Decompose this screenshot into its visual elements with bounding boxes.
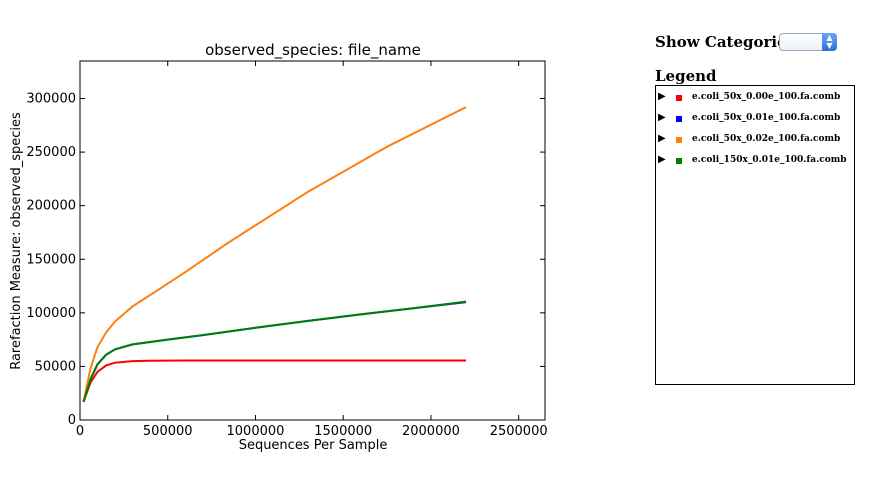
series-line-1 xyxy=(82,359,466,403)
legend-label: e.coli_50x_0.02e_100.fa.comb xyxy=(692,134,841,144)
y-tick-label: 200000 xyxy=(26,199,76,214)
x-tick-label: 500000 xyxy=(143,424,193,439)
expand-arrow-icon[interactable]: ▶ xyxy=(658,91,666,102)
legend-label: e.coli_50x_0.01e_100.fa.comb xyxy=(692,113,841,123)
x-tick-label: 2000000 xyxy=(402,424,460,439)
series-line-3 xyxy=(82,106,467,403)
axis-ticks: 0 500000 1000000 1500000 2000000 2500000 0 5000… xyxy=(26,61,548,439)
chart-title: observed_species: file_name xyxy=(205,41,421,60)
legend-item[interactable]: ▶ e.coli_150x_0.01e_100.fa.comb xyxy=(656,154,852,168)
legend-item[interactable]: ▶ e.coli_50x_0.00e_100.fa.comb xyxy=(656,91,852,105)
x-axis-title: Sequences Per Sample xyxy=(239,438,388,453)
series-line-2 xyxy=(82,301,467,403)
x-tick-label: 2500000 xyxy=(490,424,548,439)
legend-label: e.coli_150x_0.01e_100.fa.comb xyxy=(692,155,847,165)
show-categories-label: Show Categories: xyxy=(655,33,801,51)
plot-frame xyxy=(79,60,546,421)
legend-swatch xyxy=(676,137,682,143)
x-tick-label: 1000000 xyxy=(227,424,285,439)
legend-swatch xyxy=(676,158,682,164)
y-axis-title: Rarefaction Measure: observed_species xyxy=(9,112,24,370)
legend-item[interactable]: ▶ e.coli_50x_0.01e_100.fa.comb xyxy=(656,112,852,126)
select-arrows-icon: ▲ ▼ xyxy=(822,33,837,51)
expand-arrow-icon[interactable]: ▶ xyxy=(658,112,666,123)
legend-box: ▶ e.coli_50x_0.00e_100.fa.comb ▶ e.coli_50x… xyxy=(655,85,855,385)
y-tick-label: 50000 xyxy=(35,359,76,374)
y-tick-label: 150000 xyxy=(26,252,76,267)
x-tick-label: 0 xyxy=(76,424,84,439)
x-tick-label: 1500000 xyxy=(314,424,372,439)
expand-arrow-icon[interactable]: ▶ xyxy=(658,154,666,165)
legend-swatch xyxy=(676,95,682,101)
category-select[interactable]: ▲ ▼ xyxy=(779,33,837,51)
legend-item[interactable]: ▶ e.coli_50x_0.02e_100.fa.comb xyxy=(656,133,852,147)
rarefaction-chart: observed_species: file_name 0 500000 10000… xyxy=(9,41,548,453)
y-tick-label: 100000 xyxy=(26,306,76,321)
expand-arrow-icon[interactable]: ▶ xyxy=(658,133,666,144)
series-line-4 xyxy=(82,300,467,403)
y-tick-label: 300000 xyxy=(26,92,76,107)
legend-swatch xyxy=(676,116,682,122)
y-tick-label: 0 xyxy=(68,413,76,428)
legend-title: Legend xyxy=(655,67,717,85)
plot-lines xyxy=(82,106,467,403)
legend-label: e.coli_50x_0.00e_100.fa.comb xyxy=(692,92,841,102)
y-tick-label: 250000 xyxy=(26,145,76,160)
